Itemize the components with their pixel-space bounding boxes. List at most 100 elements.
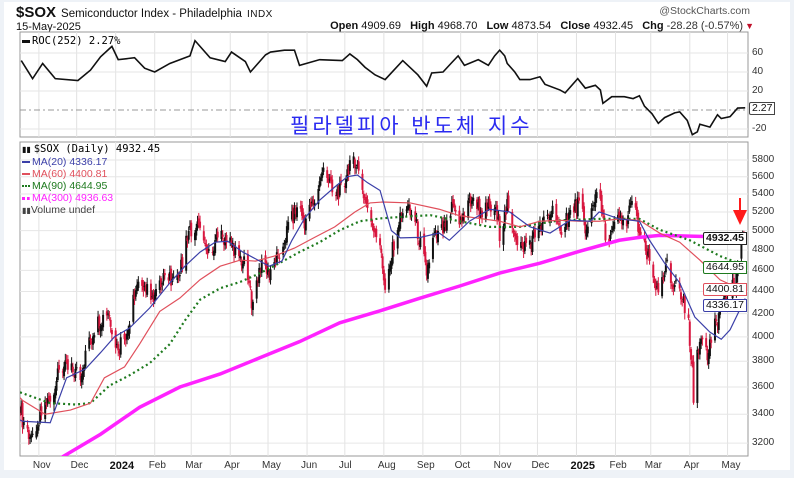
- legend-volume: Volume undef: [30, 204, 96, 216]
- exchange: INDX: [246, 9, 273, 20]
- candle-body: [123, 333, 126, 340]
- candle-body: [595, 192, 598, 199]
- x-tick-label: May: [262, 460, 281, 471]
- candle-body: [556, 221, 559, 223]
- high-label: High: [410, 20, 435, 32]
- candle-body: [149, 283, 152, 300]
- price-y-tick-label: 4800: [752, 244, 775, 256]
- candle-body: [657, 283, 660, 293]
- candle-body: [521, 242, 524, 246]
- candle-body: [283, 243, 286, 245]
- ma20-last-value: 4336.17: [703, 299, 747, 312]
- candle-body: [613, 221, 616, 229]
- candle-body: [230, 240, 233, 244]
- candle-body: [269, 269, 272, 281]
- price-y-tick-label: 3200: [752, 437, 775, 449]
- candle-body: [268, 271, 271, 277]
- candle-body: [423, 233, 426, 255]
- candle-body: [634, 203, 637, 208]
- candle-body: [506, 199, 509, 212]
- candle-body: [584, 221, 587, 234]
- candle-body: [75, 367, 78, 369]
- low-value: 4873.54: [511, 20, 552, 32]
- candle-body: [92, 336, 95, 345]
- price-y-tick-label: 5400: [752, 188, 775, 199]
- roc-y-tick-label: 20: [752, 85, 764, 96]
- candle-body: [575, 201, 578, 213]
- candle-body: [549, 215, 552, 222]
- candle-body: [735, 272, 738, 293]
- candle-body: [31, 433, 34, 436]
- candle-body: [361, 173, 364, 190]
- candle-body: [220, 230, 223, 239]
- candle-body: [560, 231, 563, 235]
- candle-body: [442, 220, 445, 234]
- candle-body: [628, 205, 631, 212]
- candle-body: [498, 216, 501, 241]
- candle-body: [381, 256, 384, 269]
- candle-body: [250, 291, 253, 309]
- ma300-line: [60, 233, 746, 456]
- candle-body: [454, 209, 457, 212]
- candle-body: [102, 314, 105, 328]
- price-last-value: 4932.45: [703, 232, 747, 245]
- candle-body: [255, 280, 258, 299]
- candle-body: [609, 234, 612, 239]
- candle-body: [36, 426, 39, 434]
- candle-body: [61, 371, 64, 373]
- candle-body: [470, 200, 473, 204]
- chg-label: Chg: [642, 20, 664, 32]
- candle-body: [63, 366, 66, 377]
- candle-body: [119, 337, 122, 355]
- candle-body: [497, 216, 500, 220]
- ma20-swatch: [22, 161, 30, 164]
- x-tick-label: May: [721, 460, 741, 471]
- candle-body: [638, 228, 641, 234]
- candle-body: [488, 198, 491, 207]
- candle-body: [648, 249, 651, 261]
- candle-body: [146, 284, 149, 295]
- candle-body: [716, 324, 719, 327]
- candle-body: [282, 246, 285, 255]
- candle-body: [336, 189, 339, 196]
- candle-body: [576, 197, 579, 217]
- annotation-arrow-head-icon: [733, 210, 747, 225]
- candle-body: [374, 231, 377, 233]
- candle-body: [79, 366, 82, 380]
- candle-body: [215, 234, 218, 240]
- symbol: $SOX: [16, 4, 57, 21]
- candle-body: [531, 235, 534, 252]
- candle-body: [363, 198, 366, 200]
- candle-body: [152, 292, 155, 302]
- candle-body: [551, 205, 554, 215]
- candle-body: [188, 226, 191, 228]
- candle-body: [601, 209, 604, 215]
- candle-body: [661, 277, 664, 297]
- candle-body: [21, 402, 24, 428]
- candle-body: [683, 295, 686, 313]
- candle-body: [168, 272, 171, 280]
- candle-body: [666, 259, 669, 261]
- candle-body: [452, 199, 455, 204]
- candle-body: [22, 421, 25, 426]
- candle-body: [479, 211, 482, 215]
- candle-body: [319, 177, 322, 181]
- candle-body: [708, 339, 711, 357]
- candle-body: [195, 227, 198, 236]
- candle-body: [177, 274, 180, 278]
- ohlc-readout: Open 4909.69 High 4968.70 Low 4873.54 Cl…: [330, 20, 754, 32]
- candle-body: [318, 181, 321, 188]
- candle-body: [260, 259, 263, 273]
- candle-body: [197, 218, 200, 226]
- high-value: 4968.70: [437, 20, 478, 32]
- candle-body: [408, 204, 411, 209]
- candle-body: [574, 199, 577, 211]
- candle-body: [353, 159, 356, 168]
- candle-body: [445, 220, 448, 231]
- candle-body: [732, 277, 735, 287]
- candle-body: [532, 232, 535, 237]
- candle-body: [20, 406, 23, 413]
- candle-body: [530, 244, 533, 249]
- candle-body: [304, 218, 307, 231]
- candle-body: [431, 237, 434, 259]
